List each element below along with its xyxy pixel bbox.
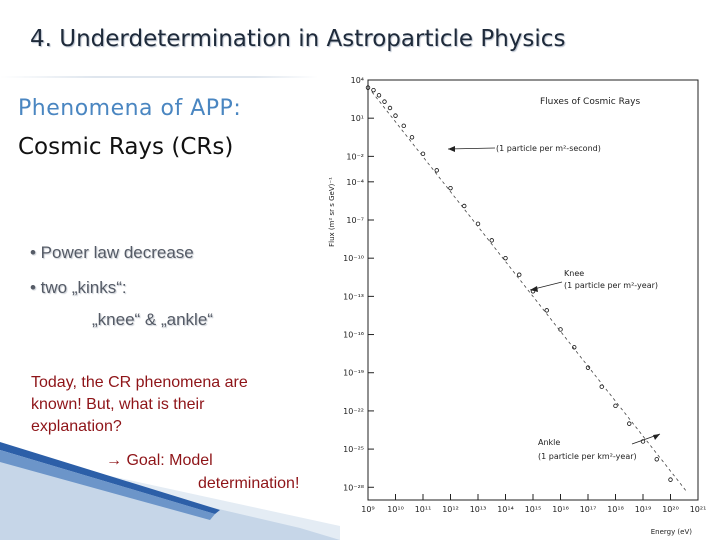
y-tick-label: 10¹ — [351, 114, 364, 123]
data-point — [382, 99, 387, 104]
x-tick-label: 10¹⁸ — [607, 505, 624, 514]
data-point — [503, 255, 508, 261]
y-tick-label: 10⁻² — [346, 152, 364, 161]
y-tick-label: 10⁻¹⁹ — [343, 369, 364, 378]
data-point — [462, 203, 467, 209]
x-tick-label: 10¹¹ — [415, 505, 432, 514]
bullet-knee-ankle: „knee“ & „ankle“ — [92, 310, 213, 329]
data-point — [371, 87, 376, 93]
y-tick-label: 10⁻²² — [343, 407, 364, 416]
y-tick-label: 10⁻¹³ — [343, 292, 364, 301]
y-tick-label: 10⁻⁷ — [346, 216, 364, 225]
y-tick-label: 10⁻¹⁰ — [343, 254, 364, 263]
data-point — [409, 135, 415, 140]
data-point — [376, 93, 382, 98]
x-tick-label: 10¹³ — [470, 505, 487, 514]
data-point — [654, 457, 659, 462]
cosmic-ray-flux-chart: 10⁴ 10¹ 10⁻² 10⁻⁴ 10⁻⁷ 10⁻¹⁰ 10⁻¹³ 10⁻¹⁶ 10⁻¹⁹ 10… — [328, 76, 707, 536]
ankle-description: (1 particle per km²-year) — [538, 452, 637, 461]
x-tick-label: 10¹⁷ — [580, 505, 597, 514]
y-tick-label: 10⁻²⁵ — [343, 445, 364, 454]
power-law-guide-line — [371, 91, 688, 493]
knee-description: (1 particle per m²-year) — [564, 281, 658, 290]
data-point — [572, 345, 577, 350]
x-tick-label: 10¹² — [442, 505, 459, 514]
y-tick-label: 10⁻¹⁶ — [343, 331, 364, 340]
data-point — [627, 421, 632, 426]
x-tick-label: 10¹⁰ — [387, 505, 404, 514]
conclusion-line-2: known! But, what is their — [31, 396, 205, 413]
x-tick-label: 10¹⁴ — [497, 505, 514, 514]
data-point — [517, 272, 522, 277]
y-tick-label: 10⁻⁴ — [346, 178, 364, 187]
data-point — [365, 85, 371, 90]
ankle-label: Ankle — [538, 438, 560, 447]
annotation-per-second: (1 particle per m²-second) — [447, 144, 601, 153]
data-point — [434, 168, 439, 173]
chart-title: Fluxes of Cosmic Rays — [540, 97, 641, 107]
x-tick-label: 10⁹ — [361, 505, 374, 514]
x-tick-label: 10¹⁵ — [525, 505, 542, 514]
x-tick-label: 10¹⁹ — [635, 505, 652, 514]
data-point — [544, 308, 549, 313]
data-point — [599, 384, 604, 389]
conclusion-line-3: explanation? — [31, 418, 122, 435]
x-tick-label: 10²¹ — [690, 505, 707, 514]
conclusion-line-1: Today, the CR phenomena are — [31, 374, 248, 391]
goal-line-2: determination! — [198, 475, 300, 492]
y-axis-label: Flux (m² sr s GeV)⁻¹ — [328, 177, 336, 247]
x-axis-label: Energy (eV) — [651, 528, 693, 536]
x-tick-label: 10²⁰ — [662, 505, 679, 514]
data-point — [387, 105, 393, 111]
bullet-power-law: • Power law decrease — [30, 243, 194, 262]
decorative-swoosh — [0, 442, 340, 540]
section-heading: Phenomena of APP: — [18, 96, 242, 121]
y-tick-label: 10⁻²⁸ — [343, 483, 364, 492]
title-divider — [0, 76, 318, 78]
annotation-ankle: Ankle (1 particle per km²-year) — [538, 433, 661, 461]
data-point — [613, 403, 618, 409]
data-point — [393, 113, 398, 118]
goal-text: Goal: Model — [126, 452, 213, 469]
goal-line-1: → Goal: Model — [106, 450, 213, 472]
data-point — [420, 151, 426, 157]
data-point — [489, 238, 494, 243]
data-point — [668, 477, 673, 482]
bullet-two-kinks: • two „kinks“: — [30, 278, 127, 297]
data-point — [401, 123, 406, 129]
conclusion-text: Today, the CR phenomena are known! But, … — [31, 372, 248, 438]
section-subheading: Cosmic Rays (CRs) — [18, 134, 234, 160]
data-point — [448, 185, 453, 191]
annotation-per-second-label: (1 particle per m²-second) — [496, 144, 601, 153]
y-tick-label: 10⁴ — [351, 76, 364, 85]
knee-label: Knee — [564, 269, 584, 278]
right-arrow-icon: → — [106, 452, 122, 469]
slide-title: 4. Underdetermination in Astroparticle P… — [30, 26, 566, 52]
x-tick-label: 10¹⁶ — [552, 505, 569, 514]
annotation-knee: Knee (1 particle per m²-year) — [529, 269, 658, 292]
